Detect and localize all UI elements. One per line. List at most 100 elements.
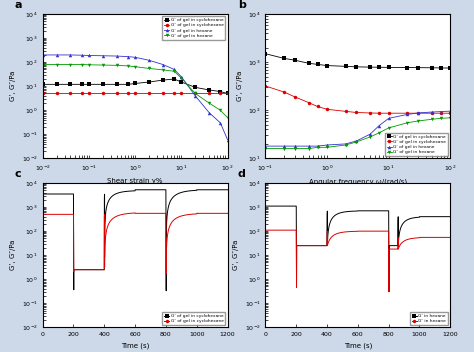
G″ of gel in hexane [263,146,268,151]
G’ of gel in hexane [447,109,453,113]
X-axis label: Time (s): Time (s) [344,343,372,349]
G″ of gel in cyclohexane [306,100,311,105]
G″ of gel in cyclohexane [315,105,320,109]
Y-axis label: G’, G″/Pa: G’, G″/Pa [10,71,16,101]
G″ of gel in cyclohexane [86,92,91,96]
G’ of gel in hexane [354,139,359,143]
G″ of gel in hexane [100,63,106,67]
G″ of gel in hexane [54,62,59,67]
Text: a: a [15,0,22,10]
G″ of gel in hexane [146,66,152,70]
G’ of gel in cyclohexane [429,66,435,70]
G″ of gel in hexane [306,146,311,151]
G″ of gel in hexane [40,62,46,67]
G″ of gel in hexane [86,63,91,67]
G’ of gel in hexane [404,112,410,117]
G’ of gel in hexane [343,142,348,146]
G″ of gel in cyclohexane [386,111,392,115]
Line: G″ of gel in cyclohexane: G″ of gel in cyclohexane [264,84,452,115]
G’ of gel in hexane [125,55,131,59]
G″ of gel in hexane [343,143,348,147]
G’ of gel in hexane [100,54,106,58]
G″ of gel in cyclohexane [367,111,373,115]
G’ of gel in hexane [225,138,230,142]
G’ of gel in cyclohexane [367,65,373,69]
G’ of gel in cyclohexane [306,61,311,65]
G″ of gel in cyclohexane [447,111,453,115]
G’ of gel in hexane [438,109,444,114]
G″ of gel in cyclohexane [354,111,359,115]
G’ of gel in hexane [79,53,84,57]
G″ of gel in hexane [171,69,177,73]
Line: G″ of gel in hexane: G″ of gel in hexane [264,116,452,150]
G’ of gel in cyclohexane [100,82,106,87]
G″ of gel in cyclohexane [171,92,177,96]
G″ of gel in hexane [79,62,84,67]
G’ of gel in cyclohexane [225,92,230,96]
G’ of gel in hexane [306,144,311,148]
G″ of gel in hexane [429,117,435,121]
G’ of gel in hexane [324,143,330,147]
G’ of gel in cyclohexane [206,88,212,92]
G″ of gel in cyclohexane [218,92,223,96]
G’ of gel in cyclohexane [343,64,348,68]
Y-axis label: G’, G″/Pa: G’, G″/Pa [237,71,243,101]
G’ of gel in cyclohexane [281,56,287,61]
G’ of gel in cyclohexane [114,82,119,87]
G″ of gel in hexane [292,146,298,151]
G″ of gel in hexane [367,135,373,139]
G″ of gel in hexane [160,68,166,72]
G″ of gel in hexane [386,126,392,130]
G″ of gel in cyclohexane [263,84,268,88]
G″ of gel in cyclohexane [68,92,73,96]
Line: G’ of gel in hexane: G’ of gel in hexane [264,109,452,148]
X-axis label: Shear strain γ%: Shear strain γ% [107,178,163,184]
G″ of gel in cyclohexane [324,107,330,111]
X-axis label: Angular frequency ω/(rad/s): Angular frequency ω/(rad/s) [309,178,407,184]
G″ of gel in hexane [404,121,410,125]
G″ of gel in cyclohexane [415,111,421,115]
G″ of gel in hexane [114,63,119,68]
G’ of gel in hexane [218,121,223,125]
G″ of gel in cyclohexane [100,92,106,96]
G’ of gel in hexane [429,110,435,114]
G″ of gel in hexane [206,101,212,105]
G″ of gel in hexane [415,119,421,123]
G’ of gel in cyclohexane [354,65,359,69]
Legend: G’ in hexane, G″ in hexane: G’ in hexane, G″ in hexane [410,312,448,325]
Legend: G’ of gel in cyclohexane, G″ of gel in cyclohexane: G’ of gel in cyclohexane, G″ of gel in c… [162,312,225,325]
G″ of gel in cyclohexane [376,111,382,115]
G’ of gel in cyclohexane [192,85,198,89]
G″ of gel in hexane [354,140,359,144]
G’ of gel in cyclohexane [68,82,73,87]
G″ of gel in cyclohexane [40,92,46,96]
G’ of gel in cyclohexane [40,82,46,87]
G’ of gel in cyclohexane [125,82,131,87]
G’ of gel in cyclohexane [79,82,84,87]
X-axis label: Time (s): Time (s) [121,343,149,349]
G’ of gel in cyclohexane [324,63,330,68]
G’ of gel in hexane [132,55,138,59]
G’ of gel in cyclohexane [438,66,444,70]
G’ of gel in cyclohexane [178,80,184,84]
Line: G″ of gel in cyclohexane: G″ of gel in cyclohexane [41,92,229,95]
G’ of gel in cyclohexane [86,82,91,87]
G″ of gel in cyclohexane [160,92,166,96]
G″ of gel in hexane [192,92,198,96]
G’ of gel in hexane [206,111,212,115]
G″ of gel in cyclohexane [429,111,435,115]
G″ of gel in cyclohexane [343,109,348,113]
G″ of gel in cyclohexane [206,92,212,96]
G″ of gel in hexane [315,145,320,150]
G’ of gel in hexane [86,54,91,58]
G″ of gel in hexane [376,131,382,135]
G’ of gel in hexane [192,94,198,98]
G’ of gel in hexane [263,144,268,148]
G’ of gel in cyclohexane [415,65,421,70]
G’ of gel in cyclohexane [218,89,223,94]
G″ of gel in cyclohexane [404,111,410,115]
G″ of gel in hexane [68,62,73,67]
G’ of gel in hexane [40,53,46,57]
G’ of gel in hexane [146,58,152,62]
G″ of gel in hexane [225,115,230,120]
